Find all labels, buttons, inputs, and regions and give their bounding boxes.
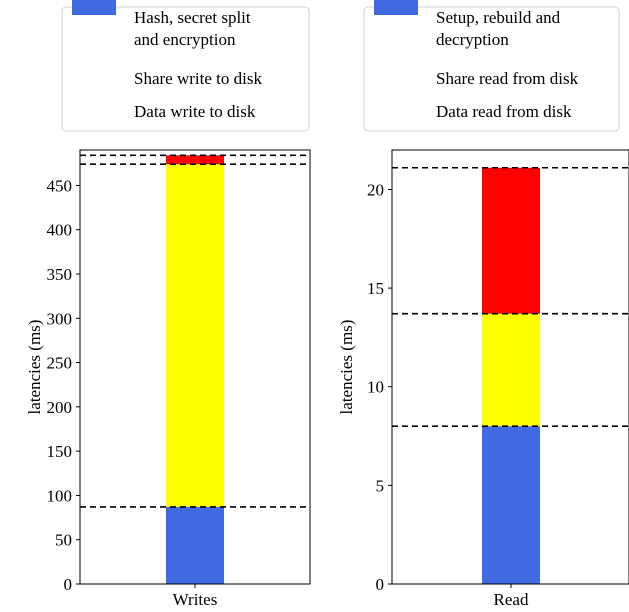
legend-label: Data read from disk [436,102,572,121]
y-tick-label: 10 [367,378,384,397]
y-tick-label: 350 [47,265,73,284]
legend-label-line: decryption [436,30,509,49]
y-tick-label: 50 [55,531,72,550]
y-tick-label: 200 [47,398,73,417]
bar-segment [166,506,224,584]
bar-segment [482,426,540,584]
y-axis-label: latencies (ms) [25,320,44,415]
chart-panel-2: Setup, rebuild and decryption Share read f… [337,0,629,609]
legend: Setup, rebuild and decryption Share read f… [363,0,620,132]
y-tick-label: 450 [47,176,73,195]
legend-label-line: and encryption [134,30,236,49]
legend-frame [363,6,620,132]
y-tick-label: 0 [64,575,73,594]
legend-label: Share write to disk [134,69,262,88]
bar-segment [482,313,540,427]
y-axis-label: latencies (ms) [337,320,356,415]
y-tick-label: 20 [367,180,384,199]
y-tick-label: 300 [47,309,73,328]
y-tick-label: 15 [367,279,384,298]
bar-segment [482,167,540,314]
y-tick-label: 400 [47,221,73,240]
y-tick-label: 150 [47,442,73,461]
x-tick-label: Read [494,590,529,609]
x-tick-label: Writes [173,590,218,609]
legend-label: Share read from disk [436,69,579,88]
y-tick-label: 250 [47,354,73,373]
bar-segment [166,164,224,507]
legend-swatch [72,0,116,15]
y-tick-label: 5 [376,476,385,495]
chart-panel-1: Hash, secret split and encryption Share wr… [25,0,311,609]
legend-label-line: Hash, secret split [134,8,251,27]
legend-frame [61,6,310,132]
legend-label: Data write to disk [134,102,256,121]
legend-swatch [374,0,418,15]
y-tick-label: 100 [47,486,73,505]
legend-label-line: Setup, rebuild and [436,8,561,27]
legend: Hash, secret split and encryption Share wr… [61,0,310,132]
bar-segment [166,155,224,165]
y-tick-label: 0 [376,575,385,594]
